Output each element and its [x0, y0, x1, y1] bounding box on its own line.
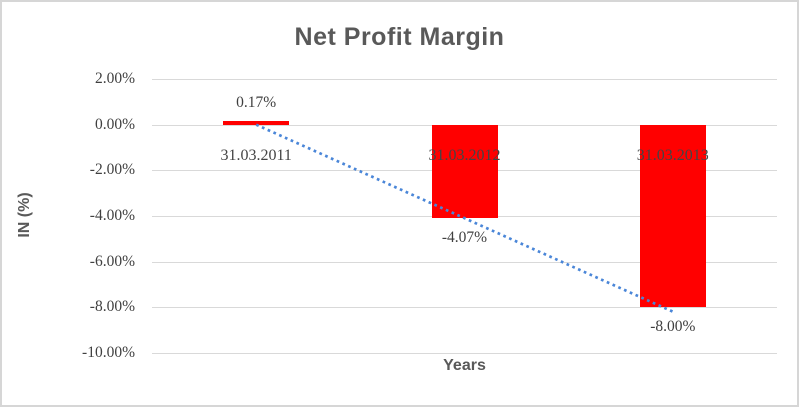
- gridline: [152, 307, 777, 309]
- x-category-label: 31.03.2013: [636, 146, 709, 164]
- x-category-label: 31.03.2012: [428, 146, 501, 164]
- y-axis-title: IN (%): [16, 192, 33, 238]
- gridline: [152, 79, 777, 80]
- data-label: 0.17%: [236, 93, 277, 111]
- gridline: [152, 353, 777, 354]
- y-tick-label: 0.00%: [94, 115, 135, 133]
- x-axis-title: Years: [443, 357, 486, 374]
- y-tick-label: -10.00%: [82, 344, 135, 361]
- y-tick-label: 2.00%: [94, 70, 135, 87]
- y-tick-label: -2.00%: [89, 161, 135, 179]
- x-category-label: 31.03.2011: [220, 146, 292, 164]
- data-label: -8.00%: [650, 318, 696, 336]
- y-tick-label: -6.00%: [89, 252, 135, 270]
- chart-title: Net Profit Margin: [294, 23, 505, 51]
- y-tick-label: -8.00%: [89, 298, 135, 316]
- bar: [431, 124, 498, 218]
- bar: [223, 120, 290, 125]
- y-tick-label: -4.00%: [89, 207, 135, 224]
- data-label: -4.07%: [441, 228, 488, 246]
